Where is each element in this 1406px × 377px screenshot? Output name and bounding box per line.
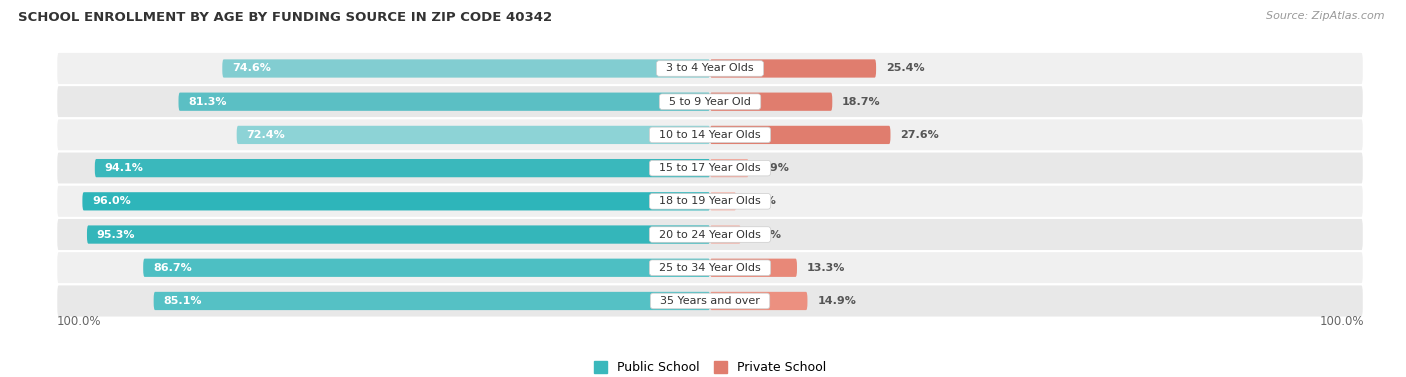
Text: 72.4%: 72.4%	[246, 130, 285, 140]
FancyBboxPatch shape	[56, 284, 1364, 317]
FancyBboxPatch shape	[710, 192, 737, 210]
Text: 94.1%: 94.1%	[104, 163, 143, 173]
Text: Source: ZipAtlas.com: Source: ZipAtlas.com	[1267, 11, 1385, 21]
FancyBboxPatch shape	[710, 225, 741, 244]
Text: 95.3%: 95.3%	[97, 230, 135, 239]
FancyBboxPatch shape	[236, 126, 710, 144]
Legend: Public School, Private School: Public School, Private School	[589, 356, 831, 377]
Text: 20 to 24 Year Olds: 20 to 24 Year Olds	[652, 230, 768, 239]
Text: 85.1%: 85.1%	[163, 296, 202, 306]
FancyBboxPatch shape	[710, 292, 807, 310]
Text: 86.7%: 86.7%	[153, 263, 191, 273]
Text: 18 to 19 Year Olds: 18 to 19 Year Olds	[652, 196, 768, 206]
Text: 15 to 17 Year Olds: 15 to 17 Year Olds	[652, 163, 768, 173]
FancyBboxPatch shape	[710, 126, 890, 144]
Text: 18.7%: 18.7%	[842, 97, 880, 107]
FancyBboxPatch shape	[83, 192, 710, 210]
Text: 96.0%: 96.0%	[93, 196, 131, 206]
Text: 100.0%: 100.0%	[56, 315, 101, 328]
Text: 13.3%: 13.3%	[807, 263, 845, 273]
Text: 27.6%: 27.6%	[900, 130, 939, 140]
Text: 5 to 9 Year Old: 5 to 9 Year Old	[662, 97, 758, 107]
FancyBboxPatch shape	[143, 259, 710, 277]
FancyBboxPatch shape	[710, 93, 832, 111]
FancyBboxPatch shape	[179, 93, 710, 111]
Text: 25 to 34 Year Olds: 25 to 34 Year Olds	[652, 263, 768, 273]
Text: 10 to 14 Year Olds: 10 to 14 Year Olds	[652, 130, 768, 140]
Text: 5.9%: 5.9%	[758, 163, 789, 173]
Text: 81.3%: 81.3%	[188, 97, 226, 107]
Text: 25.4%: 25.4%	[886, 63, 925, 74]
FancyBboxPatch shape	[710, 59, 876, 78]
FancyBboxPatch shape	[56, 118, 1364, 152]
FancyBboxPatch shape	[56, 185, 1364, 218]
Text: 35 Years and over: 35 Years and over	[654, 296, 766, 306]
FancyBboxPatch shape	[56, 85, 1364, 118]
Text: SCHOOL ENROLLMENT BY AGE BY FUNDING SOURCE IN ZIP CODE 40342: SCHOOL ENROLLMENT BY AGE BY FUNDING SOUR…	[18, 11, 553, 24]
Text: 4.0%: 4.0%	[747, 196, 778, 206]
FancyBboxPatch shape	[56, 218, 1364, 251]
Text: 4.7%: 4.7%	[751, 230, 782, 239]
FancyBboxPatch shape	[87, 225, 710, 244]
Text: 74.6%: 74.6%	[232, 63, 271, 74]
FancyBboxPatch shape	[710, 259, 797, 277]
Text: 100.0%: 100.0%	[1319, 315, 1364, 328]
FancyBboxPatch shape	[222, 59, 710, 78]
FancyBboxPatch shape	[56, 52, 1364, 85]
Text: 3 to 4 Year Olds: 3 to 4 Year Olds	[659, 63, 761, 74]
FancyBboxPatch shape	[56, 152, 1364, 185]
FancyBboxPatch shape	[94, 159, 710, 177]
FancyBboxPatch shape	[153, 292, 710, 310]
FancyBboxPatch shape	[710, 159, 748, 177]
FancyBboxPatch shape	[56, 251, 1364, 284]
Text: 14.9%: 14.9%	[817, 296, 856, 306]
